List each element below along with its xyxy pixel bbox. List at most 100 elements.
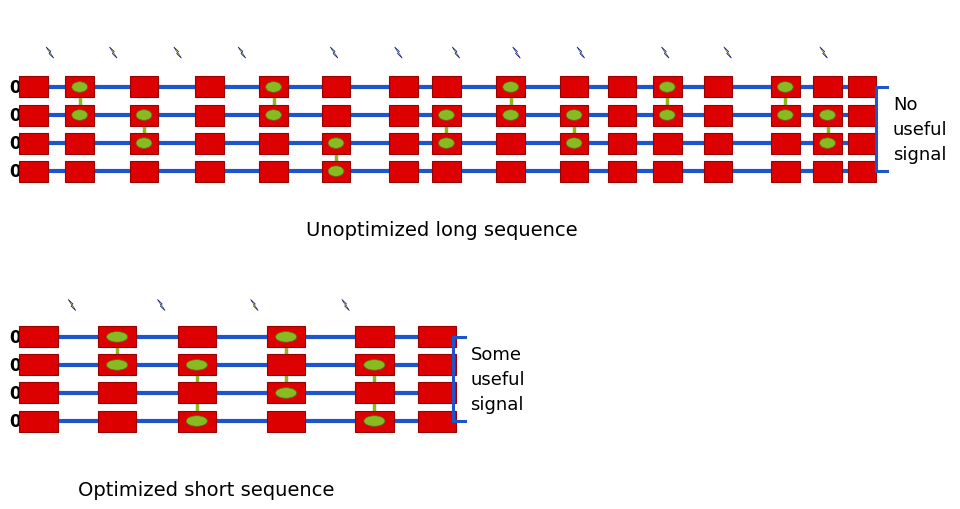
FancyBboxPatch shape <box>771 133 800 154</box>
FancyBboxPatch shape <box>813 105 842 126</box>
Text: 0: 0 <box>10 135 21 153</box>
FancyBboxPatch shape <box>653 77 682 98</box>
FancyBboxPatch shape <box>178 411 216 432</box>
Ellipse shape <box>276 332 297 343</box>
Polygon shape <box>157 300 165 311</box>
Ellipse shape <box>266 110 281 121</box>
Polygon shape <box>46 48 54 59</box>
FancyBboxPatch shape <box>608 77 636 98</box>
Ellipse shape <box>778 82 793 93</box>
FancyBboxPatch shape <box>496 161 525 182</box>
Polygon shape <box>513 48 520 59</box>
Polygon shape <box>330 48 338 59</box>
Polygon shape <box>174 48 181 59</box>
FancyBboxPatch shape <box>496 105 525 126</box>
Polygon shape <box>452 48 460 59</box>
FancyBboxPatch shape <box>653 161 682 182</box>
Text: 0: 0 <box>10 356 21 374</box>
Polygon shape <box>662 50 668 57</box>
Polygon shape <box>820 48 828 59</box>
FancyBboxPatch shape <box>130 161 158 182</box>
Text: Some
useful
signal: Some useful signal <box>470 345 525 413</box>
Polygon shape <box>661 48 669 59</box>
Polygon shape <box>343 302 348 309</box>
FancyBboxPatch shape <box>259 133 288 154</box>
FancyBboxPatch shape <box>130 133 158 154</box>
FancyBboxPatch shape <box>195 161 224 182</box>
FancyBboxPatch shape <box>704 105 732 126</box>
FancyBboxPatch shape <box>322 161 350 182</box>
FancyBboxPatch shape <box>267 355 305 376</box>
Ellipse shape <box>364 416 385 427</box>
FancyBboxPatch shape <box>771 105 800 126</box>
Ellipse shape <box>328 166 344 177</box>
FancyBboxPatch shape <box>771 77 800 98</box>
FancyBboxPatch shape <box>432 105 461 126</box>
FancyBboxPatch shape <box>19 77 48 98</box>
FancyBboxPatch shape <box>389 77 418 98</box>
FancyBboxPatch shape <box>848 133 876 154</box>
Polygon shape <box>453 50 459 57</box>
Polygon shape <box>577 48 585 59</box>
Polygon shape <box>238 48 246 59</box>
Text: 0: 0 <box>10 328 21 346</box>
Polygon shape <box>110 50 116 57</box>
FancyBboxPatch shape <box>98 411 136 432</box>
Ellipse shape <box>364 360 385 371</box>
FancyBboxPatch shape <box>653 133 682 154</box>
FancyBboxPatch shape <box>418 327 456 348</box>
Ellipse shape <box>136 138 152 149</box>
FancyBboxPatch shape <box>355 355 394 376</box>
FancyBboxPatch shape <box>355 327 394 348</box>
Ellipse shape <box>72 110 87 121</box>
Ellipse shape <box>503 110 518 121</box>
Ellipse shape <box>439 138 454 149</box>
Ellipse shape <box>266 82 281 93</box>
FancyBboxPatch shape <box>813 161 842 182</box>
Polygon shape <box>252 302 257 309</box>
FancyBboxPatch shape <box>653 105 682 126</box>
Ellipse shape <box>107 360 128 371</box>
Polygon shape <box>251 300 258 311</box>
Ellipse shape <box>186 416 207 427</box>
Text: 0: 0 <box>10 384 21 402</box>
FancyBboxPatch shape <box>560 77 588 98</box>
Ellipse shape <box>276 388 297 399</box>
FancyBboxPatch shape <box>813 133 842 154</box>
FancyBboxPatch shape <box>178 383 216 404</box>
Polygon shape <box>239 50 245 57</box>
Ellipse shape <box>72 82 87 93</box>
FancyBboxPatch shape <box>848 105 876 126</box>
Text: Optimized short sequence: Optimized short sequence <box>78 480 335 499</box>
Polygon shape <box>725 50 731 57</box>
Polygon shape <box>578 50 584 57</box>
Ellipse shape <box>107 332 128 343</box>
FancyBboxPatch shape <box>418 383 456 404</box>
Ellipse shape <box>439 110 454 121</box>
Polygon shape <box>331 50 337 57</box>
FancyBboxPatch shape <box>19 355 58 376</box>
FancyBboxPatch shape <box>19 105 48 126</box>
Polygon shape <box>342 300 349 311</box>
Ellipse shape <box>566 110 582 121</box>
FancyBboxPatch shape <box>848 77 876 98</box>
FancyBboxPatch shape <box>65 161 94 182</box>
FancyBboxPatch shape <box>267 411 305 432</box>
Polygon shape <box>514 50 519 57</box>
FancyBboxPatch shape <box>259 77 288 98</box>
FancyBboxPatch shape <box>98 327 136 348</box>
FancyBboxPatch shape <box>704 161 732 182</box>
FancyBboxPatch shape <box>560 105 588 126</box>
FancyBboxPatch shape <box>322 77 350 98</box>
FancyBboxPatch shape <box>560 133 588 154</box>
FancyBboxPatch shape <box>195 133 224 154</box>
FancyBboxPatch shape <box>178 327 216 348</box>
Polygon shape <box>724 48 732 59</box>
FancyBboxPatch shape <box>432 161 461 182</box>
FancyBboxPatch shape <box>322 105 350 126</box>
FancyBboxPatch shape <box>432 133 461 154</box>
FancyBboxPatch shape <box>608 161 636 182</box>
FancyBboxPatch shape <box>432 77 461 98</box>
FancyBboxPatch shape <box>267 327 305 348</box>
Ellipse shape <box>820 110 835 121</box>
